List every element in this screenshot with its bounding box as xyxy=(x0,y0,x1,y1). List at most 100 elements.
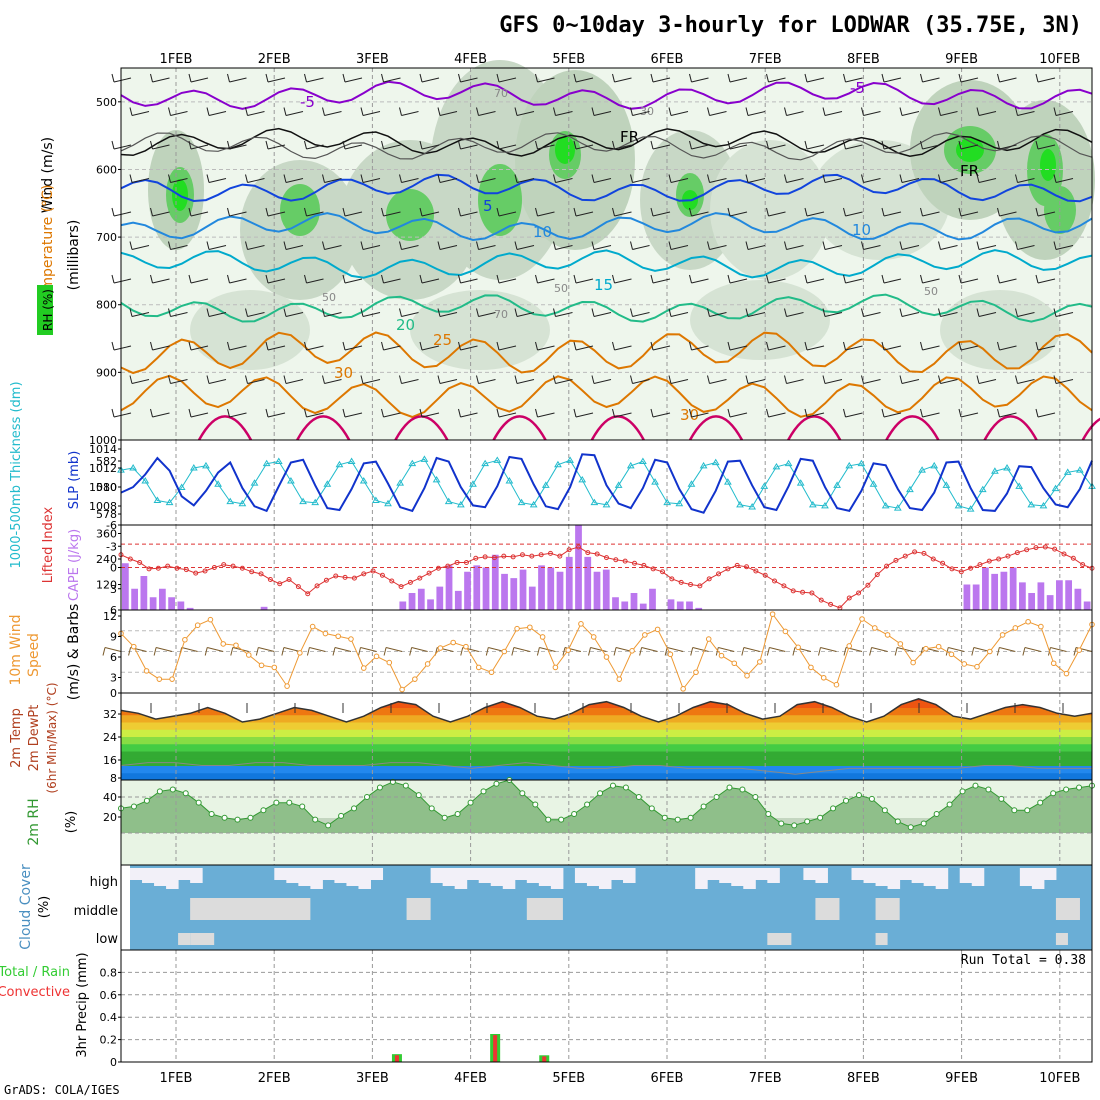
wind-barb xyxy=(863,245,881,250)
rh2m-marker xyxy=(195,799,202,806)
wind-barb xyxy=(285,312,304,317)
wind-barb-flag xyxy=(437,308,441,317)
cloud-low-gap xyxy=(1055,933,1068,945)
wind-barb-flag xyxy=(227,73,230,83)
wind-barb xyxy=(614,211,632,217)
wind-barb xyxy=(131,245,150,250)
wind-speed-marker xyxy=(578,621,584,627)
wind-barb xyxy=(208,111,227,116)
ylabel-speed: Speed xyxy=(26,633,42,677)
wind-barb-flag xyxy=(707,107,710,116)
li-marker xyxy=(912,549,918,555)
isotherm-35 xyxy=(885,415,940,441)
wind-barb-flag xyxy=(227,274,230,284)
wind-barb-flag xyxy=(784,107,787,116)
thickness-marker xyxy=(554,460,562,468)
rh2m-marker xyxy=(545,816,552,823)
thickness-marker xyxy=(444,497,453,505)
wind-barb xyxy=(901,178,920,183)
rh2m-marker xyxy=(972,782,979,789)
wind-barb xyxy=(691,412,709,418)
wind-barb xyxy=(922,345,940,351)
wind-barb-flag xyxy=(283,174,287,183)
cape-bar xyxy=(149,597,157,610)
cloud-high-gap xyxy=(430,868,444,883)
wind-barb xyxy=(978,111,997,116)
wind-barb-flag xyxy=(727,341,731,351)
wind-barb xyxy=(940,178,958,183)
wind-barb-10m-flag xyxy=(1022,647,1026,656)
li-marker xyxy=(678,579,684,585)
cloud-high-gap xyxy=(190,868,203,883)
li-marker xyxy=(314,583,320,589)
wind-barb-flag xyxy=(419,408,423,418)
wind-barb xyxy=(267,412,286,418)
wind-barb xyxy=(324,245,342,250)
wind-barb-flag xyxy=(958,408,962,418)
wind-barb xyxy=(439,245,458,250)
cloud-low-gap xyxy=(767,933,792,945)
date-label-top: 8FEB xyxy=(847,52,880,67)
wind-barb-10m-flag xyxy=(511,647,515,656)
rh2m-marker xyxy=(739,786,746,793)
thickness-marker xyxy=(748,503,757,510)
wind-barb xyxy=(845,211,863,217)
wind-barb-flag xyxy=(843,274,846,284)
wind-barb-flag xyxy=(419,73,423,83)
wind-tick: 0 xyxy=(110,687,117,700)
wind-barb-flag xyxy=(727,274,731,284)
wind-barb-flag xyxy=(535,408,538,418)
isotherm-35 xyxy=(492,415,547,441)
wind-barb-flag xyxy=(188,73,192,83)
thickness-marker xyxy=(784,459,793,467)
pressure-tick: 800 xyxy=(96,299,117,312)
li-marker xyxy=(790,588,796,594)
li-marker xyxy=(547,550,553,556)
li-marker xyxy=(660,569,666,575)
wind-barb xyxy=(960,144,979,150)
wind-barb xyxy=(922,211,940,217)
cape-bar xyxy=(177,601,185,610)
precip-convective-bar xyxy=(542,1056,547,1062)
rh2m-marker xyxy=(674,816,681,823)
ylabel-barbs: (m/s) & Barbs xyxy=(66,604,82,701)
cape-tick: 240 xyxy=(96,553,117,566)
isotherm-line xyxy=(120,293,1093,323)
wind-barb-flag xyxy=(938,241,941,250)
wind-barb-10m-flag xyxy=(153,647,157,656)
rh2m-marker xyxy=(635,794,642,800)
wind-barb-flag xyxy=(861,174,864,183)
wind-barb xyxy=(999,77,1017,83)
li-marker xyxy=(725,566,731,572)
thickness-marker xyxy=(699,461,708,469)
wind-barb-flag xyxy=(784,174,787,183)
wind-barb-flag xyxy=(1035,408,1039,418)
wind-barb-flag xyxy=(727,207,731,217)
wind-speed-marker xyxy=(412,676,418,682)
wind-barb-flag xyxy=(342,73,346,83)
wind-barb-flag xyxy=(283,308,287,317)
wind-barb xyxy=(940,379,958,384)
wind-barb xyxy=(401,312,419,317)
wind-barb xyxy=(652,144,671,150)
wind-barb-flag xyxy=(458,341,461,351)
cloud-high-gap xyxy=(322,868,335,880)
thickness-marker xyxy=(469,480,477,487)
wind-barb xyxy=(593,245,612,250)
ylabel-millibars: (millibars) xyxy=(66,220,82,291)
wind-barb xyxy=(652,345,671,351)
wind-barb xyxy=(1037,211,1056,217)
cape-bar xyxy=(1083,601,1091,610)
wind-barb-flag xyxy=(784,241,787,250)
wind-barb xyxy=(806,412,825,418)
thickness-marker xyxy=(736,500,744,508)
wind-barb xyxy=(267,278,286,284)
wind-speed-marker xyxy=(833,681,840,688)
wind-barb-flag xyxy=(612,341,615,351)
wind-barb xyxy=(922,412,940,418)
wind-barb-flag xyxy=(514,308,518,317)
wind-barb xyxy=(747,178,766,183)
wind-barb-flag xyxy=(342,274,346,284)
contour-label: 15 xyxy=(594,276,613,294)
wind-barb-flag xyxy=(1053,174,1057,183)
